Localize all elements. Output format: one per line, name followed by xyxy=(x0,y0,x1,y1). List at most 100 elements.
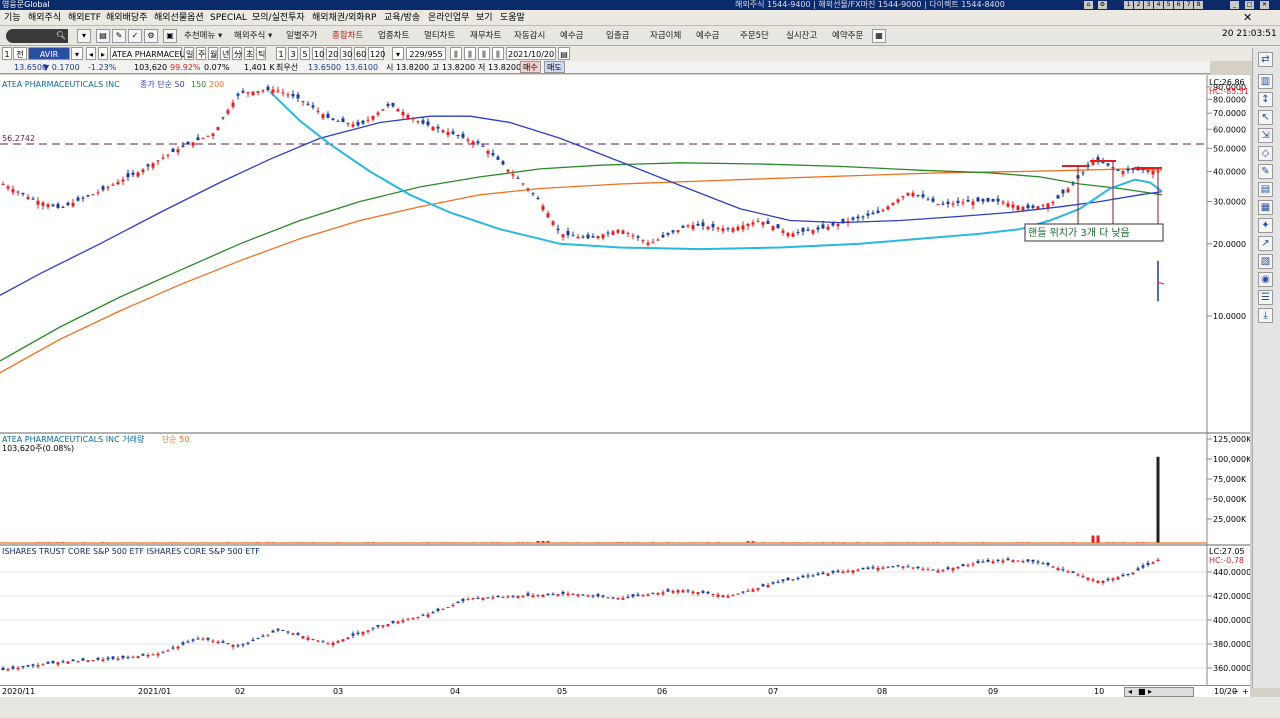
sell-button[interactable]: 매도 xyxy=(544,61,565,73)
window-button-4[interactable]: 4 xyxy=(1154,1,1163,9)
toolbar-item[interactable]: 예수금 xyxy=(696,31,720,41)
menu-item[interactable]: 해외주식 xyxy=(28,13,62,23)
tool-icon[interactable]: ⤓ xyxy=(1258,308,1273,323)
annotation-box[interactable] xyxy=(1024,223,1164,242)
period-tick[interactable]: 틱 xyxy=(256,47,266,60)
tool-icon[interactable]: ▧ xyxy=(1258,254,1273,269)
interval-button[interactable]: 60 xyxy=(354,47,366,60)
toolbar-item[interactable]: 주문5단 xyxy=(740,31,769,41)
window-button-6[interactable]: 6 xyxy=(1174,1,1183,9)
eye-icon[interactable]: ◉ xyxy=(1258,272,1273,287)
folder-icon[interactable]: ▤ xyxy=(96,29,110,43)
menu-item[interactable]: 해외ETF xyxy=(68,13,101,23)
toolbar-item[interactable]: 종합차트 xyxy=(332,31,364,41)
chart-icon[interactable]: ⫼ xyxy=(492,47,504,60)
close-icon[interactable]: ✕ xyxy=(1260,1,1269,9)
toolbar-item[interactable]: 예약주문 xyxy=(832,31,864,41)
settings-icon[interactable]: ⚙ xyxy=(1098,1,1107,9)
arrow-icon[interactable]: ▸ xyxy=(98,47,108,60)
tool-icon[interactable]: ⇄ xyxy=(1258,52,1273,67)
symbol-input[interactable]: AVIR xyxy=(28,47,70,60)
window-button-8[interactable]: 8 xyxy=(1194,1,1203,9)
tool-icon[interactable]: ✦ xyxy=(1258,218,1273,233)
calendar-icon[interactable]: ▤ xyxy=(558,47,570,60)
period-year[interactable]: 년 xyxy=(220,47,230,60)
close-icon[interactable]: ✕ xyxy=(1243,11,1253,24)
interval-button[interactable]: 20 xyxy=(326,47,338,60)
toolbar-item[interactable]: 실시잔고 xyxy=(786,31,818,41)
gear-icon[interactable]: ⚙ xyxy=(144,29,158,43)
menu-item[interactable]: 기능 xyxy=(4,13,21,23)
menu-item[interactable]: 해외배당주 xyxy=(106,13,148,23)
toolbar-item[interactable]: 자금이체 xyxy=(650,31,682,41)
period-week[interactable]: 주 xyxy=(196,47,206,60)
cursor-icon[interactable]: ↖ xyxy=(1258,110,1273,125)
toolbar-item[interactable]: 입출금 xyxy=(606,31,630,41)
tab-all[interactable]: 전 xyxy=(13,47,27,60)
menu-item[interactable]: 교육/방송 xyxy=(384,13,421,23)
tool-icon[interactable]: ⇲ xyxy=(1258,128,1273,143)
check-icon[interactable]: ✓ xyxy=(128,29,142,43)
interval-button[interactable]: 30 xyxy=(340,47,352,60)
buy-button[interactable]: 매수 xyxy=(520,61,541,73)
period-minute[interactable]: 分 xyxy=(232,47,242,60)
scroll-right-icon[interactable]: ▸ xyxy=(1148,687,1153,696)
window-button-7[interactable]: 7 xyxy=(1184,1,1193,9)
minimize-icon[interactable]: _ xyxy=(1230,1,1239,9)
interval-button[interactable]: 5 xyxy=(300,47,310,60)
toolbar-item[interactable]: 자동감시 xyxy=(514,31,546,41)
menu-item[interactable]: 온라인업무 xyxy=(428,13,470,23)
menu-item[interactable]: 모의/실전투자 xyxy=(252,13,305,23)
search-icon[interactable]: 🔍︎ xyxy=(54,29,68,43)
menu-item[interactable]: 도움말 xyxy=(500,13,525,23)
chart-icon[interactable]: ⫼ xyxy=(464,47,476,60)
toolbar-item[interactable]: 일별주가 xyxy=(286,31,318,41)
zoom-out-icon[interactable]: − xyxy=(1232,687,1239,696)
dropdown-icon[interactable]: ▾ xyxy=(392,47,404,60)
tool-icon[interactable]: ◇ xyxy=(1258,146,1273,161)
interval-button[interactable]: 10 xyxy=(312,47,324,60)
count-field[interactable]: 229/955 xyxy=(406,47,446,60)
window-button-1[interactable]: 1 xyxy=(1124,1,1133,9)
chart-svg[interactable]: 90.0000 80.0000 70.0000 60.0000 50.0000 40.00… xyxy=(0,75,1252,685)
window-button-3[interactable]: 3 xyxy=(1144,1,1153,9)
menu-item[interactable]: 보기 xyxy=(476,13,493,23)
period-day[interactable]: 일 xyxy=(184,47,194,60)
toolbar-item[interactable]: 업종차트 xyxy=(378,31,410,41)
menu-item[interactable]: 해외채권/외화RP xyxy=(312,13,377,23)
chart-icon[interactable]: ⫼ xyxy=(478,47,490,60)
pencil-icon[interactable]: ✎ xyxy=(112,29,126,43)
monitor-icon[interactable]: ▦ xyxy=(872,29,886,43)
speaker-icon[interactable]: ◂ xyxy=(86,47,96,60)
menu-item[interactable]: 해외선물옵션 xyxy=(154,13,204,23)
pencil-icon[interactable]: ✎ xyxy=(1258,164,1273,179)
window-button-2[interactable]: 2 xyxy=(1134,1,1143,9)
tool-icon[interactable]: ▦ xyxy=(1258,200,1273,215)
dropdown-icon[interactable]: ▾ xyxy=(71,47,83,60)
period-month[interactable]: 월 xyxy=(208,47,218,60)
tool-icon[interactable]: ☰ xyxy=(1258,290,1273,305)
toolbar-item[interactable]: 예수금 xyxy=(560,31,584,41)
maximize-icon[interactable]: □ xyxy=(1245,1,1254,9)
scroll-left-icon[interactable]: ◂ xyxy=(1128,687,1133,696)
interval-button[interactable]: 1 xyxy=(276,47,286,60)
window-button-5[interactable]: 5 xyxy=(1164,1,1173,9)
toolbar-item[interactable]: 해외주식 ▾ xyxy=(234,31,273,41)
chart-area[interactable]: 90.0000 80.0000 70.0000 60.0000 50.0000 40.00… xyxy=(0,75,1252,685)
home-icon[interactable]: ⌂ xyxy=(1084,1,1093,9)
pause-icon[interactable]: ■ xyxy=(1138,687,1146,696)
tool-icon[interactable]: ↕ xyxy=(1258,92,1273,107)
code-search-input[interactable] xyxy=(6,29,68,43)
dropdown-icon[interactable]: ▾ xyxy=(77,29,91,43)
scrollbar[interactable] xyxy=(1124,687,1194,697)
screen-icon[interactable]: ▣ xyxy=(163,29,177,43)
date-field[interactable]: 2021/10/20 xyxy=(506,47,556,60)
toolbar-item[interactable]: 재무차트 xyxy=(470,31,502,41)
trendline-icon[interactable]: ↗ xyxy=(1258,236,1273,251)
tool-icon[interactable]: ▥ xyxy=(1258,74,1273,89)
tool-icon[interactable]: ▤ xyxy=(1258,182,1273,197)
period-second[interactable]: 초 xyxy=(244,47,254,60)
zoom-in-icon[interactable]: + xyxy=(1242,687,1249,696)
chart-icon[interactable]: ⫼ xyxy=(450,47,462,60)
tab-1[interactable]: 1 xyxy=(2,47,12,60)
